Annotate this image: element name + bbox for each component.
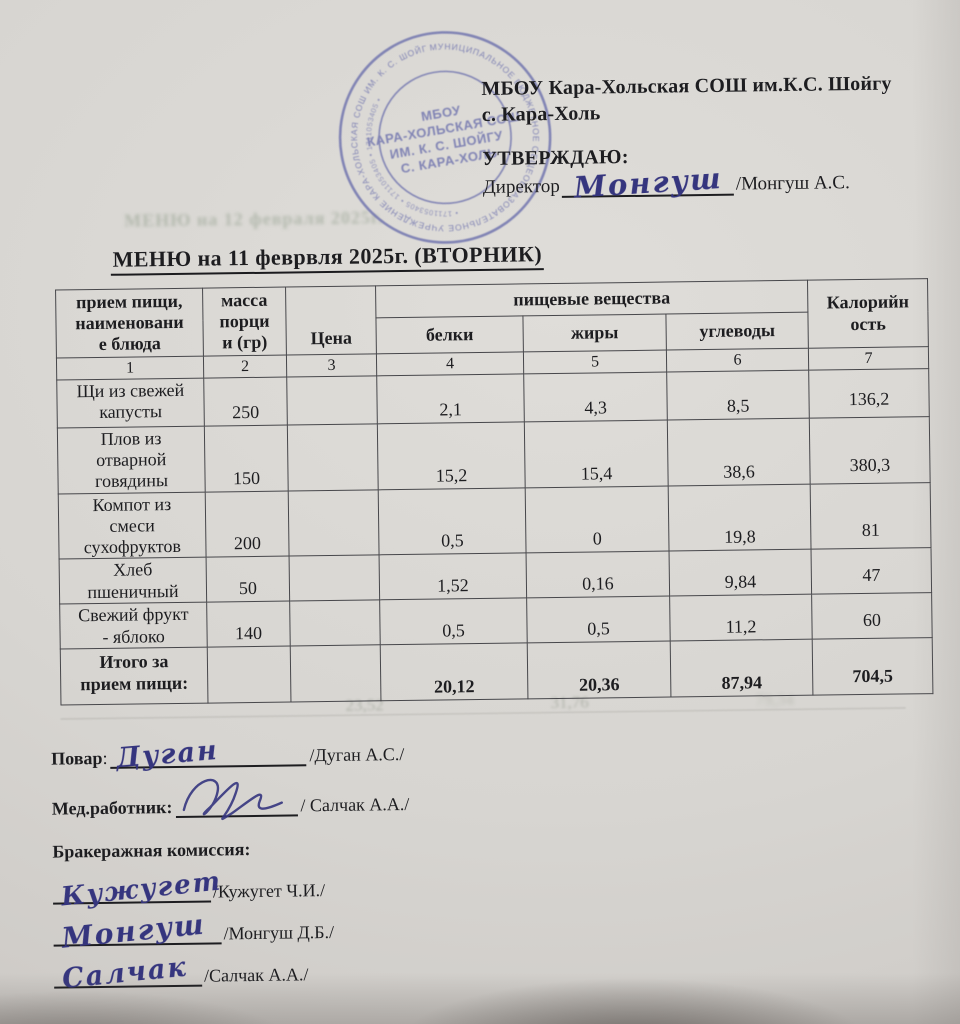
commission-member-line: Кужугет /Кужугет Ч.И./ — [52, 866, 693, 912]
col-number: 7 — [808, 346, 929, 371]
header-price: Цена — [285, 285, 377, 356]
cell-price — [289, 555, 380, 602]
commission-member-line: Салчак /Салчак А.А./ — [53, 951, 694, 995]
col-number: 6 — [666, 348, 809, 373]
total-fat: 20,36 — [527, 640, 671, 699]
member-name: /Кужугет Ч.И./ — [212, 880, 326, 902]
cell-carbs: 11,2 — [669, 594, 813, 641]
medworker-handwritten-scribble — [182, 778, 283, 821]
cell-fat: 0,16 — [526, 551, 670, 599]
cell-dish: Хлеб пшеничный — [59, 557, 207, 605]
col-number: 1 — [56, 356, 204, 381]
cell-carbs: 8,5 — [666, 370, 810, 421]
cell-dish: Свежий фрукт - яблоко — [59, 602, 208, 649]
col-number: 5 — [523, 350, 667, 374]
cell-protein: 0,5 — [378, 487, 527, 556]
header-carbs: углеводы — [665, 312, 809, 351]
commission-label: Бракеражная комиссия: — [52, 839, 251, 862]
page-title: МЕНЮ на 11 феврвля 2025г. (ВТОРНИК) — [110, 241, 545, 276]
col-number: 3 — [286, 353, 377, 378]
cell-protein: 1,52 — [379, 553, 527, 601]
cook-label: Повар — [51, 747, 103, 769]
signatures-section: Повар: Дуган /Дуган А.С./ Мед.работник: … — [51, 735, 694, 995]
table-total-row: Итого за прием пищи: 20,12 20,36 87,94 7… — [60, 637, 933, 705]
cell-mass: 250 — [203, 377, 288, 427]
cell-mass: 140 — [206, 601, 291, 647]
total-carbs: 87,94 — [670, 639, 813, 697]
medworker-signature-line: Мед.работник: / Салчак А.А./ — [51, 778, 692, 821]
cell-price — [289, 600, 381, 646]
member-signature-underline: Салчак — [53, 951, 203, 995]
cook-name: /Дуган А.С./ — [309, 744, 405, 766]
cell-fat: 4,3 — [523, 372, 668, 422]
cell-protein: 2,1 — [376, 373, 525, 424]
commission-member-line: Монгуш /Монгуш Д.Б./ — [53, 907, 693, 955]
member-handwritten-signature: Салчак — [60, 951, 190, 995]
cell-price — [286, 375, 378, 426]
cell-mass: 50 — [206, 556, 290, 603]
member-handwritten-signature: Кужугет — [59, 866, 224, 913]
col-number: 4 — [376, 351, 524, 376]
member-handwritten-signature: Монгуш — [60, 907, 207, 955]
total-mass — [207, 645, 291, 703]
medworker-signature-underline — [175, 778, 298, 821]
director-signature-line: Директор Монгуш /Монгуш А.С. — [482, 161, 943, 205]
cell-mass: 150 — [204, 425, 289, 492]
menu-table: прием пищи, наименовани е блюда масса по… — [55, 278, 933, 705]
cell-mass: 200 — [205, 490, 290, 558]
member-signature-underline: Кужугет — [52, 866, 223, 912]
total-label: Итого за прием пищи: — [60, 646, 208, 705]
cook-label-colon: : — [102, 747, 108, 768]
table-row: Плов из отварной говядины 150 15,2 15,4 … — [57, 416, 931, 494]
approval-header: МБОУ Кара-Хольская СОШ им.К.С. Шойгу с. … — [481, 70, 943, 205]
cook-signature-line: Повар: Дуган /Дуган А.С./ — [51, 735, 691, 774]
director-label: Директор — [482, 175, 560, 198]
cell-kcal: 60 — [811, 593, 933, 640]
organization-name-line2: с. Кара-Холь — [481, 102, 601, 126]
medworker-name: / Салчак А.А./ — [300, 793, 410, 816]
header-dish: прием пищи, наименовани е блюда — [55, 288, 204, 359]
cell-protein: 0,5 — [379, 598, 528, 645]
header-protein: белки — [375, 315, 524, 354]
cell-kcal: 81 — [810, 482, 932, 550]
cell-carbs: 19,8 — [668, 483, 812, 552]
cell-fat: 0 — [525, 485, 670, 554]
cell-kcal: 47 — [811, 548, 932, 595]
cell-price — [288, 489, 380, 557]
total-kcal: 704,5 — [812, 637, 933, 696]
table-row: Компот из смеси сухофруктов 200 0,5 0 19… — [58, 482, 932, 560]
member-name: /Монгуш Д.Б./ — [223, 921, 335, 944]
cell-kcal: 136,2 — [808, 368, 930, 419]
header-fat: жиры — [522, 314, 667, 352]
medworker-label: Мед.работник: — [51, 797, 173, 819]
cell-protein: 15,2 — [377, 421, 526, 490]
member-name: /Салчак А.А./ — [203, 964, 309, 986]
cell-fat: 15,4 — [524, 420, 669, 488]
member-signature-underline: Монгуш — [53, 907, 222, 955]
cell-dish: Плов из отварной говядины — [57, 426, 206, 494]
total-price — [290, 644, 381, 702]
cell-kcal: 380,3 — [809, 416, 931, 484]
total-protein: 20,12 — [380, 642, 528, 701]
cell-price — [287, 423, 379, 491]
header-mass: масса порци и (гр) — [202, 287, 287, 357]
cell-fat: 0,5 — [526, 596, 671, 643]
director-name: /Монгуш А.С. — [735, 172, 850, 195]
cell-dish: Компот из смеси сухофруктов — [58, 491, 207, 560]
col-number: 2 — [203, 355, 287, 379]
director-signature-underline: Монгуш — [561, 161, 734, 205]
cell-carbs: 38,6 — [667, 418, 811, 486]
cell-carbs: 9,84 — [669, 549, 812, 597]
header-kcal: Калорийн ость — [807, 278, 929, 349]
cell-dish: Щи из свежей капусты — [56, 378, 205, 429]
